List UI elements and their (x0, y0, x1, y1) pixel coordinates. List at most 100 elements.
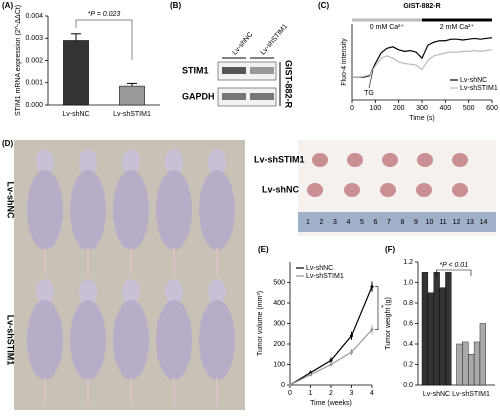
y-tick-label: 0.003 (25, 35, 43, 42)
y-tick-label: 1.0 (403, 279, 413, 286)
point (309, 371, 312, 375)
ruler-number: 11 (439, 219, 446, 226)
ruler-number: 2 (320, 219, 324, 226)
panel-label: (E) (258, 245, 269, 254)
significance-bracket (436, 269, 472, 276)
bar (445, 272, 452, 386)
ruler-number: 4 (347, 219, 351, 226)
ruler-number: 13 (466, 219, 474, 226)
y-tick-label: 0.001 (25, 80, 43, 87)
band-label: 2 mM Ca²⁺ (440, 24, 475, 31)
row-label: Lv-shNC (6, 181, 16, 219)
row-label: Lv-shSTIM1 (6, 315, 16, 366)
ruler-number: 14 (480, 219, 488, 226)
bar (468, 354, 475, 386)
y-axis-label: Fluo-4 intensity (341, 38, 348, 86)
x-tick-label: 1 (309, 390, 313, 397)
point (370, 328, 374, 332)
bar (439, 287, 446, 386)
x-tick-label: 100 (369, 105, 381, 112)
y-tick-label: 0.4 (403, 341, 413, 348)
series-line (352, 37, 493, 78)
ruler-number: 3 (333, 219, 337, 226)
y-tick-label: 0.8 (403, 300, 413, 307)
series-line (352, 49, 493, 78)
x-tick-label: Lv-shNC (62, 111, 89, 118)
blot-cell-line: GIST-882-R (284, 60, 294, 109)
panel-label: (B) (170, 1, 181, 10)
y-tick-label: 500 (273, 279, 285, 286)
y-tick-label: 0 (281, 382, 285, 389)
ruler-number: 12 (453, 219, 461, 226)
y-tick-label: 200 (273, 341, 285, 348)
ruler-number: 5 (360, 219, 364, 226)
legend-label: Lv-shNC (306, 265, 333, 272)
y-tick-label: 0.000 (25, 102, 43, 109)
x-axis-label: Time (weeks) (310, 400, 352, 407)
y-tick-label: 300 (273, 320, 285, 327)
bar (433, 272, 440, 386)
x-tick-label: Lv-shSTIM1 (113, 111, 151, 118)
point (350, 350, 353, 354)
bar (473, 341, 481, 386)
panel-label: (D) (2, 139, 13, 148)
blot-row: STIM1 (182, 65, 209, 75)
x-tick-label: 500 (463, 105, 475, 112)
y-tick-label: 0.0 (403, 382, 413, 389)
y-tick-label: 100 (273, 361, 285, 368)
y-tick-label: 0.004 (25, 13, 43, 20)
x-tick-label: 400 (439, 105, 451, 112)
legend-label: Lv-shNC (460, 77, 487, 84)
y-tick-label: 1.2 (403, 259, 413, 266)
bar (427, 292, 434, 386)
ruler-number: 1 (306, 219, 310, 226)
ruler-number: 7 (387, 219, 391, 226)
series-line (289, 286, 373, 386)
x-tick-label: 300 (416, 105, 428, 112)
blot: STIM1 GAPDH Lv-shNC Lv-shSTIM1 GIST-882-… (182, 23, 294, 109)
x-tick-label: 0 (288, 390, 292, 397)
bar (479, 323, 487, 386)
row-label: Lv-shNC (262, 184, 300, 194)
panel-label: (A) (2, 1, 13, 10)
bar (119, 85, 145, 106)
x-tick-label: 4 (370, 390, 374, 397)
group-label: Lv-shSTIM1 (452, 391, 490, 398)
x-tick-label: 2 (329, 390, 333, 397)
bar (421, 272, 429, 386)
mouse-photo: Lv-shNC Lv-shSTIM1 (6, 140, 245, 410)
point (329, 363, 333, 366)
legend-label: Lv-shSTIM1 (460, 85, 498, 92)
y-axis-label: STIM1 mRNA expression (2^-ΔΔCt) (15, 5, 22, 116)
point (370, 285, 374, 289)
point (288, 383, 292, 387)
y-tick-label: 400 (273, 300, 285, 307)
legend-label: Lv-shSTIM1 (306, 273, 344, 280)
x-axis-label: Time (s) (409, 115, 434, 122)
y-axis-label: Tumor volume (mm³) (257, 291, 264, 356)
significance-bracket (375, 286, 379, 330)
panel-label: (C) (318, 1, 329, 10)
significance-bracket (75, 19, 133, 60)
annotation: TG (364, 90, 374, 97)
x-tick-label: 0 (350, 105, 354, 112)
tumor-photo: Lv-shSTIM1 Lv-shNC (254, 140, 496, 236)
row-label: Lv-shSTIM1 (254, 154, 305, 164)
point (350, 334, 353, 338)
bar (462, 341, 469, 386)
y-tick-label: 0.002 (25, 57, 43, 64)
blot-column: Lv-shSTIM1 (260, 23, 290, 56)
y-tick-label: 0.6 (403, 320, 413, 327)
x-tick-label: 200 (393, 105, 405, 112)
group-label: Lv-shNC (423, 391, 450, 398)
blot-row: GAPDH (182, 91, 215, 101)
panel-label: (F) (385, 245, 396, 254)
ruler-number: 9 (414, 219, 418, 226)
ruler-number: 8 (401, 219, 405, 226)
ruler-number: 6 (374, 219, 378, 226)
point (309, 373, 312, 377)
y-tick-label: 0.2 (403, 361, 413, 368)
x-tick-label: 3 (350, 390, 354, 397)
band-label: 0 mM Ca²⁺ (370, 24, 405, 31)
